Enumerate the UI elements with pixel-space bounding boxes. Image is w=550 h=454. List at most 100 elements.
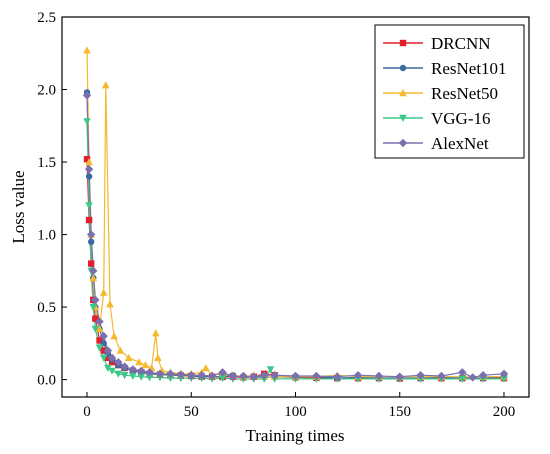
data-point-alexnet <box>260 371 269 380</box>
data-point-resnet50 <box>202 363 210 372</box>
data-point-alexnet <box>155 369 165 378</box>
legend-marker-vgg-16 <box>399 114 407 122</box>
x-tick-label: 50 <box>184 404 199 420</box>
data-point-alexnet <box>128 365 138 374</box>
x-tick-label: 0 <box>83 404 91 420</box>
y-tick-label: 1.5 <box>37 155 56 171</box>
data-point-vgg-16 <box>114 370 123 378</box>
data-point-vgg-16 <box>500 375 508 383</box>
data-point-alexnet <box>207 371 217 381</box>
data-point-alexnet <box>89 266 98 276</box>
data-point-alexnet <box>107 353 117 363</box>
data-point-alexnet <box>312 371 321 381</box>
data-point-alexnet <box>86 230 96 239</box>
y-tick-label: 2.0 <box>37 83 56 99</box>
data-point-vgg-16 <box>137 373 146 381</box>
data-point-resnet50 <box>135 358 143 366</box>
data-point-resnet50 <box>154 353 162 362</box>
data-point-vgg-16 <box>145 374 154 382</box>
x-tick-label: 150 <box>388 404 411 420</box>
legend: DRCNN ResNet101 ResNet50 VGG-16 AlexNet <box>374 24 525 159</box>
data-point-resnet50 <box>110 332 118 340</box>
legend-label-resnet50: ResNet50 <box>431 84 498 103</box>
data-point-resnet101 <box>87 238 95 246</box>
data-point-alexnet <box>374 371 384 381</box>
data-point-vgg-16 <box>166 374 175 383</box>
data-point-vgg-16 <box>85 202 93 210</box>
data-point-alexnet <box>332 372 342 381</box>
data-point-alexnet <box>478 371 488 380</box>
legend-marker-drcnn <box>399 39 407 47</box>
data-point-alexnet <box>291 371 300 381</box>
data-point-resnet50 <box>124 353 133 362</box>
data-point-alexnet <box>228 372 238 381</box>
data-point-alexnet <box>218 368 227 377</box>
data-point-alexnet <box>99 331 108 341</box>
data-point-vgg-16 <box>218 374 227 383</box>
legend-marker-resnet101 <box>399 64 407 72</box>
legend-label-alexnet: AlexNet <box>431 134 489 153</box>
data-point-drcnn <box>83 155 91 163</box>
data-point-vgg-16 <box>91 325 100 333</box>
data-point-resnet50 <box>85 158 93 166</box>
data-point-alexnet <box>95 317 104 326</box>
data-point-alexnet <box>499 369 509 378</box>
data-point-resnet50 <box>95 324 104 333</box>
data-point-alexnet <box>187 371 196 380</box>
data-point-resnet50 <box>106 300 114 308</box>
legend-marker-alexnet <box>398 138 408 148</box>
data-point-vgg-16 <box>108 367 116 375</box>
data-point-alexnet <box>84 165 94 174</box>
y-tick-label: 0.0 <box>37 373 56 389</box>
data-point-alexnet <box>120 362 129 371</box>
data-point-alexnet <box>458 368 467 377</box>
data-point-alexnet <box>468 373 477 382</box>
data-point-resnet50 <box>99 288 108 296</box>
legend-label-resnet101: ResNet101 <box>431 59 507 78</box>
legend-label-vgg-16: VGG-16 <box>431 109 491 128</box>
data-point-alexnet <box>197 371 206 380</box>
data-point-resnet50 <box>89 274 98 282</box>
y-axis-title: Loss value <box>9 170 28 243</box>
data-point-vgg-16 <box>89 303 98 312</box>
data-point-alexnet <box>416 371 425 380</box>
data-point-vgg-16 <box>83 118 91 126</box>
legend-marker-resnet50 <box>399 89 407 97</box>
data-point-resnet50 <box>116 346 125 354</box>
x-axis-title: Training times <box>245 426 344 445</box>
y-axis-ticks: 0.0 0.5 1.0 1.5 2.0 2.5 <box>37 10 67 389</box>
data-point-alexnet <box>239 371 248 381</box>
y-tick-label: 2.5 <box>37 10 56 26</box>
data-point-alexnet <box>176 370 186 379</box>
data-point-vgg-16 <box>99 354 108 362</box>
data-point-vgg-16 <box>266 366 275 374</box>
data-point-alexnet <box>145 368 154 377</box>
data-point-vgg-16 <box>104 364 112 372</box>
data-point-alexnet <box>166 369 175 378</box>
data-point-resnet50 <box>152 329 160 337</box>
data-point-alexnet <box>91 295 100 305</box>
data-point-alexnet <box>103 346 113 355</box>
data-point-alexnet <box>270 371 279 380</box>
data-point-resnet50 <box>83 46 91 54</box>
data-point-alexnet <box>137 366 146 376</box>
series-line-vgg-16 <box>86 121 504 380</box>
data-point-alexnet <box>82 91 92 100</box>
data-point-resnet50 <box>101 81 110 89</box>
data-point-vgg-16 <box>129 372 137 380</box>
data-point-alexnet <box>353 371 363 380</box>
y-tick-label: 1.0 <box>37 228 56 244</box>
data-point-vgg-16 <box>458 375 467 383</box>
legend-box <box>374 24 525 159</box>
legend-label-drcnn: DRCNN <box>431 34 491 53</box>
data-point-alexnet <box>249 372 259 381</box>
x-tick-label: 200 <box>493 404 516 420</box>
data-point-drcnn <box>87 260 95 267</box>
data-point-alexnet <box>114 357 123 367</box>
y-tick-label: 0.5 <box>37 300 56 316</box>
data-point-alexnet <box>395 372 404 381</box>
data-point-drcnn <box>92 315 99 322</box>
data-point-resnet101 <box>85 173 93 180</box>
data-point-resnet50 <box>141 361 150 369</box>
